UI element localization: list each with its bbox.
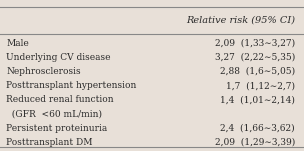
Text: Male: Male — [6, 39, 29, 48]
Text: Relative risk (95% CI): Relative risk (95% CI) — [186, 16, 295, 25]
Text: (GFR  <60 mL/min): (GFR <60 mL/min) — [6, 109, 102, 119]
Text: Reduced renal function: Reduced renal function — [6, 95, 114, 104]
Text: 1,4  (1,01∼2,14): 1,4 (1,01∼2,14) — [220, 95, 295, 104]
Text: Posttransplant DM: Posttransplant DM — [6, 138, 93, 147]
Text: 2,88  (1,6∼5,05): 2,88 (1,6∼5,05) — [220, 67, 295, 76]
Text: Nephrosclerosis: Nephrosclerosis — [6, 67, 81, 76]
Text: 2,4  (1,66∼3,62): 2,4 (1,66∼3,62) — [220, 124, 295, 133]
Text: 2,09  (1,29∼3,39): 2,09 (1,29∼3,39) — [215, 138, 295, 147]
Text: 1,7  (1,12∼2,7): 1,7 (1,12∼2,7) — [226, 81, 295, 90]
Text: Underlying CV disease: Underlying CV disease — [6, 53, 111, 62]
Text: 2,09  (1,33∼3,27): 2,09 (1,33∼3,27) — [215, 39, 295, 48]
Text: 3,27  (2,22∼5,35): 3,27 (2,22∼5,35) — [215, 53, 295, 62]
Text: Persistent proteinuria: Persistent proteinuria — [6, 124, 107, 133]
Text: Posttransplant hypertension: Posttransplant hypertension — [6, 81, 136, 90]
